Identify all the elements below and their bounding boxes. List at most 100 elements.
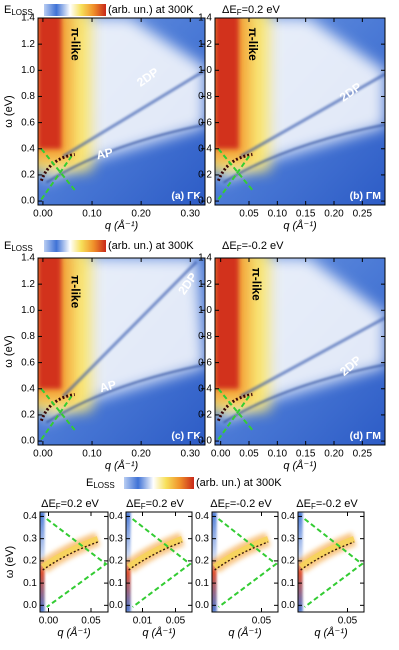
y-tick-label: 0.3 (195, 533, 209, 544)
x-tick-label: 0.30 (181, 209, 201, 220)
guide-line (40, 148, 76, 200)
loss-band (126, 536, 184, 570)
x-tick-label: 0.01 (133, 616, 153, 627)
x-tick-label: 0.05 (166, 616, 186, 627)
colorbar (44, 240, 106, 252)
y-tick-label: 1.0 (198, 65, 212, 76)
panel-title: ΔEF=0.2 eV (126, 498, 184, 511)
panel-label: (b) ΓM (350, 190, 382, 202)
heatmap-region (215, 258, 239, 389)
doping-label-part: F (237, 8, 242, 17)
guide-line (217, 518, 278, 608)
guide-line (217, 388, 254, 440)
x-tick-label: 0.25 (353, 449, 373, 460)
plasmon-band (216, 153, 253, 182)
panel-label: (c) ΓK (171, 430, 201, 442)
axes-frame (39, 511, 109, 613)
axes-frame (37, 257, 206, 446)
doping-label-part: F (237, 244, 242, 253)
y-tick-label: 0.4 (23, 511, 37, 522)
loss-band (42, 541, 99, 571)
y-tick-label: 1.2 (21, 279, 35, 290)
panel-title: ΔEF=0.2 eV (41, 498, 99, 511)
y-tick-label: 0.0 (109, 600, 123, 611)
loss-band (128, 541, 183, 571)
y-tick-label: 0.0 (198, 436, 212, 447)
x-axis-label: q (Å⁻¹) (283, 459, 317, 472)
y-tick-label: 0.2 (23, 556, 37, 567)
loss-band (300, 541, 355, 571)
x-tick-label: 0.10 (82, 449, 102, 460)
2dp-branch (239, 316, 385, 398)
y-tick-label: 0.0 (195, 600, 209, 611)
x-tick-label: 0.00 (39, 616, 59, 627)
y-tick-label: 0.2 (281, 556, 295, 567)
guide-line (303, 518, 364, 608)
x-axis-label: q (Å⁻¹) (57, 626, 91, 639)
y-tick-label: 1.4 (198, 13, 212, 24)
annotation: AP (98, 377, 118, 395)
doping-label-part: =-0.2 eV (242, 240, 285, 252)
y-axis-label: ω (eV) (3, 335, 15, 367)
colorbar-label-part: LOSS (93, 481, 114, 490)
y-tick-label: 0.2 (21, 410, 35, 421)
guide-line (217, 148, 254, 200)
x-tick-label: 0.05 (239, 209, 259, 220)
panel-title-part: =-0.2 eV (230, 498, 273, 510)
y-tick-label: 0.1 (281, 578, 295, 589)
x-tick-label: 0.20 (131, 209, 151, 220)
colorbar-label: ELOSS (4, 240, 33, 253)
colorbar-units: (arb. un.) at 300K (108, 4, 194, 16)
y-tick-label: 0.4 (195, 511, 209, 522)
y-tick-label: 1.4 (21, 13, 35, 24)
panel-title-part: ΔE (210, 498, 225, 510)
x-tick-label: 0.05 (338, 616, 358, 627)
x-tick-label: 0.10 (82, 209, 102, 220)
y-tick-label: 0.2 (198, 170, 212, 181)
x-axis-label: q (Å⁻¹) (228, 626, 262, 639)
y-tick-label: 0.8 (198, 331, 212, 342)
doping-label-part: =0.2 eV (242, 4, 281, 16)
panel-title-part: F (141, 502, 146, 511)
y-tick-label: 0.1 (109, 578, 123, 589)
y-tick-label: 0.8 (21, 331, 35, 342)
annotation: π-like (69, 275, 83, 309)
x-tick-label: 0.05 (252, 616, 272, 627)
colorbar-label: ELOSS (4, 4, 33, 17)
colorbar (124, 477, 194, 489)
x-tick-label: 0.00 (33, 209, 53, 220)
y-tick-label: 0.2 (198, 410, 212, 421)
ap-branch (45, 363, 205, 424)
y-tick-label: 0.2 (109, 556, 123, 567)
loss-band (298, 536, 356, 570)
axes-frame (125, 511, 193, 613)
panel-label: (e) ΓK (74, 597, 104, 609)
annotation: π-like (69, 28, 83, 62)
y-tick-label: 1.2 (198, 279, 212, 290)
colorbar-units: (arb. un.) at 300K (196, 477, 282, 489)
y-tick-label: 0.4 (21, 383, 35, 394)
y-tick-label: 1.0 (198, 305, 212, 316)
y-tick-label: 0.6 (198, 357, 212, 368)
y-axis-label: ω (eV) (4, 546, 16, 578)
heatmap (215, 258, 385, 445)
y-tick-label: 0.0 (21, 196, 35, 207)
ap-branch (45, 123, 205, 184)
heatmap (40, 512, 108, 612)
y-tick-label: 0.0 (198, 196, 212, 207)
y-axis-label: ω (eV) (3, 95, 15, 127)
axes-frame (211, 511, 279, 613)
y-tick-label: 0.3 (23, 533, 37, 544)
y-tick-label: 0.4 (21, 143, 35, 154)
panel-title-part: =0.2 eV (61, 498, 100, 510)
panel-title-part: F (311, 502, 316, 511)
x-axis-label: q (Å⁻¹) (314, 626, 348, 639)
doping-label: ΔEF=-0.2 eV (222, 240, 284, 253)
heatmap-region (215, 18, 239, 149)
y-tick-label: 0.4 (109, 511, 123, 522)
y-tick-label: 1.2 (21, 39, 35, 50)
panel-label: (h) ΓM (329, 597, 361, 609)
2dp-branch (239, 72, 385, 158)
heatmap (215, 18, 385, 205)
y-tick-label: 0.4 (281, 511, 295, 522)
